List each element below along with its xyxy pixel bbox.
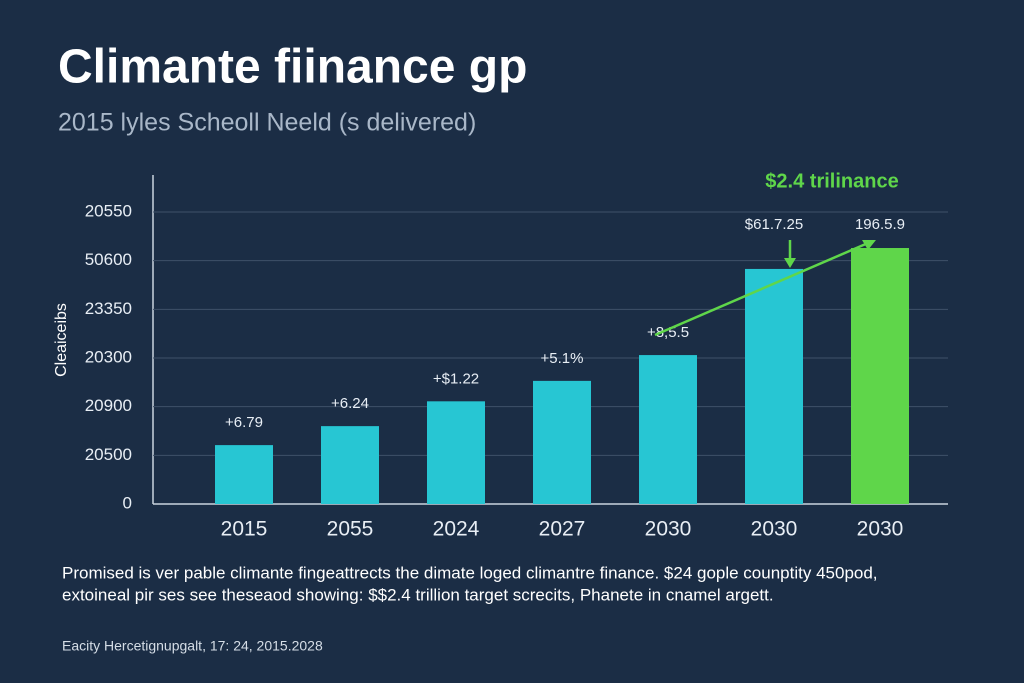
- y-tick-label: 20500: [85, 445, 132, 464]
- bar: [639, 355, 697, 504]
- bar-annotation: $61.7.25: [745, 216, 803, 233]
- trend-arrowhead: [862, 240, 876, 250]
- y-tick-label: 20550: [85, 201, 132, 220]
- footnote-line: extoineal pir ses see theseaod showing: …: [62, 585, 774, 604]
- x-tick-label: 2027: [539, 518, 586, 541]
- x-tick-label: 2055: [327, 518, 374, 541]
- y-tick-label: 23350: [85, 299, 132, 318]
- bar-annotation: 196.5.9: [855, 216, 905, 233]
- plot: 0 20500 20900 20300 23350 50600 20550 2015 +6.79…: [85, 201, 948, 541]
- y-axis-label: Cleaiceibs: [53, 303, 70, 377]
- x-tick-label: 2030: [857, 518, 904, 541]
- bar-annotation: +5.1%: [541, 350, 584, 367]
- bar: [533, 380, 591, 504]
- pointer-arrowhead: [784, 258, 796, 268]
- source: Eacity Hercetignupgalt, 17: 24, 2015.202…: [62, 638, 323, 654]
- bar: [215, 445, 273, 504]
- y-tick-label: 50600: [85, 250, 132, 269]
- y-tick-label: 20900: [85, 396, 132, 415]
- x-tick-label: 2015: [221, 518, 268, 541]
- chart-subtitle: 2015 lyles Scheoll Neeld (s delivered): [58, 109, 476, 137]
- bar: [321, 426, 379, 504]
- x-tick-label: 2030: [751, 518, 798, 541]
- bar-annotation: +6.24: [331, 395, 369, 412]
- bar: [745, 268, 803, 504]
- footnote-line: Promised is ver pable climante fingeattr…: [62, 563, 878, 582]
- x-tick-label: 2030: [645, 518, 692, 541]
- bar-annotation: +6.79: [225, 414, 263, 431]
- y-tick-label: 20300: [85, 347, 132, 366]
- bar: [427, 401, 485, 504]
- chart-title: Climante fiinance gp: [58, 41, 527, 94]
- bar: [851, 248, 909, 504]
- highlight-annotation: $2.4 trilinance: [765, 170, 898, 192]
- bar-annotation: +$1.22: [433, 370, 479, 387]
- x-tick-label: 2024: [433, 518, 480, 541]
- bar-annotation: +8,5.5: [647, 324, 689, 341]
- y-tick-label: 0: [123, 493, 132, 512]
- trend-arrow: [654, 241, 869, 337]
